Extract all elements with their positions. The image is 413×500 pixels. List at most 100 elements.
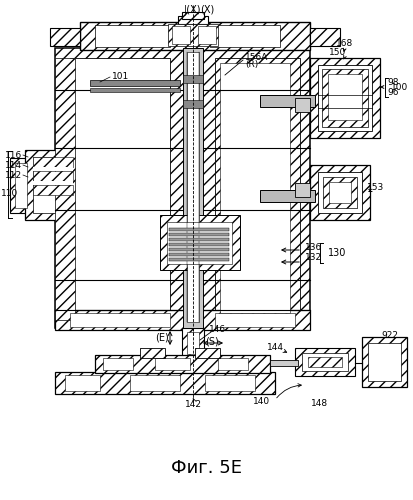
FancyArrowPatch shape [192,398,196,402]
Bar [187,332,199,354]
Text: 130: 130 [327,248,346,258]
Bar [317,65,371,131]
Bar [70,313,170,327]
Text: 100: 100 [390,82,407,92]
Text: (X): (X) [199,4,214,14]
Bar [70,58,170,320]
Text: 110: 110 [1,188,18,198]
Bar [259,95,314,107]
Bar [294,183,309,197]
FancyArrowPatch shape [282,350,286,352]
Bar [169,238,228,241]
Bar [328,182,350,203]
Bar [169,228,228,231]
Bar [55,372,274,394]
Text: 116: 116 [5,150,22,160]
Bar [197,26,216,44]
Bar [159,215,240,270]
Bar [140,348,165,358]
Bar [15,163,27,208]
Bar [169,243,228,246]
Bar [294,98,309,112]
Bar [321,69,367,127]
Bar [204,375,254,391]
Bar [183,100,202,108]
Text: (R): (R) [244,60,258,68]
Bar [169,258,228,261]
Bar [90,80,180,86]
Bar [33,167,73,171]
Text: 148: 148 [311,398,328,407]
Text: 142: 142 [184,400,201,409]
Bar [169,233,228,236]
Bar [367,343,400,381]
Bar [219,63,289,313]
Bar [209,25,279,47]
Bar [301,353,347,371]
Bar [55,48,309,328]
Text: 101: 101 [112,72,129,80]
Bar [307,357,341,367]
Bar [168,24,218,46]
Text: 96: 96 [386,88,398,96]
Bar [182,328,204,358]
Text: 144: 144 [266,342,283,351]
Bar [169,248,228,251]
Bar [171,26,190,44]
Bar [169,253,228,256]
Bar [214,58,299,320]
Text: 156A: 156A [244,52,268,62]
Bar [259,190,314,202]
Bar [309,58,379,138]
Bar [33,181,73,185]
Bar [195,348,219,358]
Bar [327,74,361,120]
Text: 168: 168 [335,38,353,48]
Text: (E): (E) [155,333,169,343]
Text: 132: 132 [304,254,321,262]
Bar [214,313,294,327]
Bar [65,375,100,391]
Text: (S): (S) [204,337,218,347]
Bar [33,171,73,181]
Bar [10,158,32,213]
FancyArrowPatch shape [276,384,301,398]
Text: 922: 922 [380,330,398,340]
Bar [55,58,75,320]
Bar [95,25,170,47]
Bar [33,185,73,195]
Bar [154,358,190,370]
Text: |(X): |(X) [184,5,201,15]
Text: 112: 112 [5,170,22,179]
Bar [294,348,354,376]
Bar [182,12,204,19]
Bar [317,172,361,213]
Bar [166,222,231,264]
Text: 153: 153 [366,184,384,192]
Bar [218,358,247,370]
Text: Фиг. 5Е: Фиг. 5Е [171,459,242,477]
Bar [322,177,356,208]
Bar [95,355,269,373]
Bar [80,22,309,50]
Bar [90,88,180,92]
Bar [269,360,297,366]
Text: 114: 114 [5,160,22,170]
Bar [187,52,199,322]
Text: 150: 150 [329,48,346,56]
Bar [183,48,202,328]
Bar [183,75,202,83]
Bar [309,28,339,46]
Bar [178,16,207,24]
Text: 146: 146 [209,326,226,334]
Text: 136: 136 [304,242,321,252]
Bar [130,375,180,391]
Bar [103,358,133,370]
Bar [309,165,369,220]
Bar [33,157,73,213]
Bar [55,310,309,330]
Bar [50,28,80,46]
Bar [25,150,80,220]
Bar [33,157,73,167]
Bar [361,337,406,387]
